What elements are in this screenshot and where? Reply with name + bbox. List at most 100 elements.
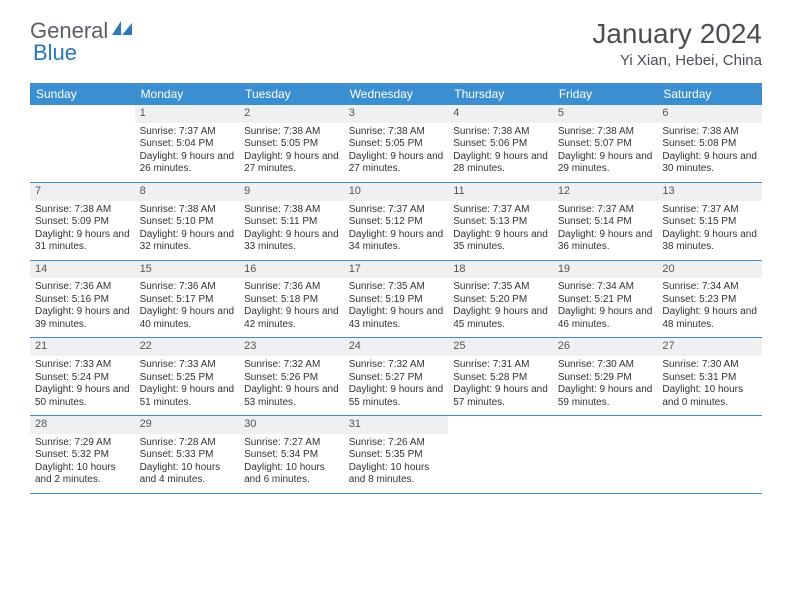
day-header: Tuesday [239, 83, 344, 105]
day-number: 28 [30, 416, 135, 434]
day-number: 26 [553, 338, 658, 356]
calendar-day-cell: 26Sunrise: 7:30 AMSunset: 5:29 PMDayligh… [553, 338, 658, 416]
day-line: Sunset: 5:23 PM [662, 294, 757, 307]
calendar-day-cell: 3Sunrise: 7:38 AMSunset: 5:05 PMDaylight… [344, 105, 449, 182]
day-line: Sunrise: 7:37 AM [349, 204, 444, 217]
day-line: Sunset: 5:27 PM [349, 372, 444, 385]
calendar-day-cell: 2Sunrise: 7:38 AMSunset: 5:05 PMDaylight… [239, 105, 344, 182]
day-number: 29 [135, 416, 240, 434]
day-header: Sunday [30, 83, 135, 105]
day-line: Daylight: 9 hours and 42 minutes. [244, 306, 339, 331]
day-body: Sunrise: 7:38 AMSunset: 5:08 PMDaylight:… [657, 123, 762, 182]
day-line: Daylight: 9 hours and 31 minutes. [35, 229, 130, 254]
day-line: Sunset: 5:18 PM [244, 294, 339, 307]
day-body: Sunrise: 7:38 AMSunset: 5:09 PMDaylight:… [30, 201, 135, 260]
day-line: Sunrise: 7:38 AM [244, 204, 339, 217]
day-body: Sunrise: 7:31 AMSunset: 5:28 PMDaylight:… [448, 356, 553, 415]
day-number: 17 [344, 261, 449, 279]
day-body: Sunrise: 7:26 AMSunset: 5:35 PMDaylight:… [344, 434, 449, 493]
day-body: Sunrise: 7:38 AMSunset: 5:05 PMDaylight:… [344, 123, 449, 182]
day-line: Sunset: 5:24 PM [35, 372, 130, 385]
day-body: Sunrise: 7:38 AMSunset: 5:06 PMDaylight:… [448, 123, 553, 182]
day-header: Monday [135, 83, 240, 105]
calendar-day-cell: 24Sunrise: 7:32 AMSunset: 5:27 PMDayligh… [344, 338, 449, 416]
day-line: Sunrise: 7:37 AM [140, 126, 235, 139]
location-text: Yi Xian, Hebei, China [592, 52, 762, 69]
day-number: 1 [135, 105, 240, 123]
day-line: Sunset: 5:34 PM [244, 449, 339, 462]
day-line: Sunset: 5:33 PM [140, 449, 235, 462]
day-body: Sunrise: 7:29 AMSunset: 5:32 PMDaylight:… [30, 434, 135, 493]
day-line: Sunrise: 7:30 AM [558, 359, 653, 372]
calendar-day-cell: 16 Sunrise: 7:36 AMSunset: 5:18 PMDayligh… [239, 260, 344, 338]
calendar-day-cell: 15Sunrise: 7:36 AMSunset: 5:17 PMDayligh… [135, 260, 240, 338]
calendar-day-cell: 4Sunrise: 7:38 AMSunset: 5:06 PMDaylight… [448, 105, 553, 182]
day-line: Sunset: 5:12 PM [349, 216, 444, 229]
day-line: Sunrise: 7:38 AM [453, 126, 548, 139]
day-line: Sunrise: 7:36 AM [244, 281, 339, 294]
day-line: Daylight: 9 hours and 35 minutes. [453, 229, 548, 254]
day-line: Sunset: 5:31 PM [662, 372, 757, 385]
day-body: Sunrise: 7:36 AMSunset: 5:17 PMDaylight:… [135, 278, 240, 337]
day-line: Daylight: 9 hours and 36 minutes. [558, 229, 653, 254]
calendar-day-cell: 12Sunrise: 7:37 AMSunset: 5:14 PMDayligh… [553, 182, 658, 260]
day-line: Daylight: 9 hours and 46 minutes. [558, 306, 653, 331]
day-body: Sunrise: 7:30 AMSunset: 5:31 PMDaylight:… [657, 356, 762, 415]
calendar-day-cell: 30Sunrise: 7:27 AMSunset: 5:34 PMDayligh… [239, 416, 344, 494]
calendar-day-cell [657, 416, 762, 494]
calendar-day-cell: 11Sunrise: 7:37 AMSunset: 5:13 PMDayligh… [448, 182, 553, 260]
day-line: Sunset: 5:08 PM [662, 138, 757, 151]
day-line: Sunset: 5:13 PM [453, 216, 548, 229]
day-line: Sunrise: 7:38 AM [35, 204, 130, 217]
day-line: Sunrise: 7:26 AM [349, 437, 444, 450]
day-line: Daylight: 9 hours and 28 minutes. [453, 151, 548, 176]
day-body [553, 434, 658, 490]
day-line: Sunset: 5:10 PM [140, 216, 235, 229]
calendar-day-cell: 14Sunrise: 7:36 AMSunset: 5:16 PMDayligh… [30, 260, 135, 338]
day-line: Sunrise: 7:38 AM [662, 126, 757, 139]
day-line: Daylight: 9 hours and 29 minutes. [558, 151, 653, 176]
day-line: Sunrise: 7:34 AM [662, 281, 757, 294]
day-number: 2 [239, 105, 344, 123]
calendar-day-cell: 8Sunrise: 7:38 AMSunset: 5:10 PMDaylight… [135, 182, 240, 260]
day-line: Daylight: 9 hours and 53 minutes. [244, 384, 339, 409]
day-line: Daylight: 10 hours and 0 minutes. [662, 384, 757, 409]
day-line: Sunset: 5:06 PM [453, 138, 548, 151]
day-body: Sunrise: 7:28 AMSunset: 5:33 PMDaylight:… [135, 434, 240, 493]
day-number: 8 [135, 183, 240, 201]
day-body: Sunrise: 7:32 AMSunset: 5:27 PMDaylight:… [344, 356, 449, 415]
day-number: 13 [657, 183, 762, 201]
day-line: Sunrise: 7:28 AM [140, 437, 235, 450]
day-body: Sunrise: 7:37 AMSunset: 5:13 PMDaylight:… [448, 201, 553, 260]
day-line: Sunset: 5:15 PM [662, 216, 757, 229]
day-line: Daylight: 9 hours and 26 minutes. [140, 151, 235, 176]
day-line: Sunset: 5:07 PM [558, 138, 653, 151]
day-line: Sunset: 5:11 PM [244, 216, 339, 229]
day-line: Daylight: 9 hours and 45 minutes. [453, 306, 548, 331]
day-line: Daylight: 9 hours and 48 minutes. [662, 306, 757, 331]
day-body: Sunrise: 7:32 AMSunset: 5:26 PMDaylight:… [239, 356, 344, 415]
month-title: January 2024 [592, 18, 762, 50]
day-line: Sunset: 5:21 PM [558, 294, 653, 307]
day-body [448, 434, 553, 490]
day-number: 11 [448, 183, 553, 201]
day-number: 24 [344, 338, 449, 356]
day-number: 16 [239, 261, 344, 279]
day-line: Daylight: 10 hours and 2 minutes. [35, 462, 130, 487]
calendar-day-cell: 18Sunrise: 7:35 AMSunset: 5:20 PMDayligh… [448, 260, 553, 338]
calendar-day-cell: 29Sunrise: 7:28 AMSunset: 5:33 PMDayligh… [135, 416, 240, 494]
day-line: Sunrise: 7:32 AM [349, 359, 444, 372]
logo-sail-icon [112, 21, 132, 35]
day-line: Sunset: 5:09 PM [35, 216, 130, 229]
day-body: Sunrise: 7:34 AMSunset: 5:21 PMDaylight:… [553, 278, 658, 337]
day-line: Sunrise: 7:37 AM [558, 204, 653, 217]
day-body: Sunrise: 7:33 AMSunset: 5:25 PMDaylight:… [135, 356, 240, 415]
day-number: 3 [344, 105, 449, 123]
day-line: Daylight: 9 hours and 43 minutes. [349, 306, 444, 331]
day-line: Sunrise: 7:36 AM [35, 281, 130, 294]
day-line: Sunset: 5:17 PM [140, 294, 235, 307]
calendar-week-row: 21Sunrise: 7:33 AMSunset: 5:24 PMDayligh… [30, 338, 762, 416]
day-number: 19 [553, 261, 658, 279]
day-line: Sunrise: 7:38 AM [349, 126, 444, 139]
day-line: Sunrise: 7:34 AM [558, 281, 653, 294]
